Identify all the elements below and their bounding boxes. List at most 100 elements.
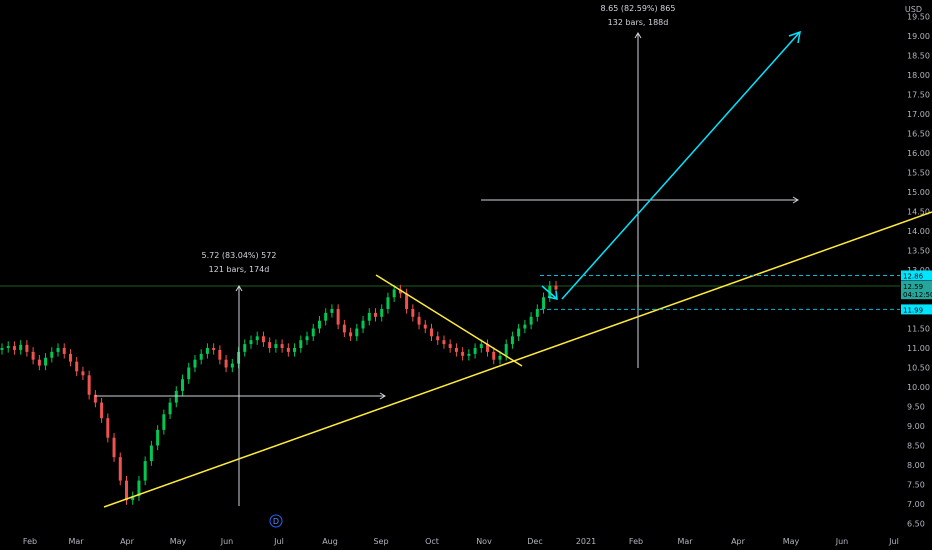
candle-body[interactable] bbox=[504, 344, 508, 356]
candle-body[interactable] bbox=[355, 328, 359, 337]
candle-body[interactable] bbox=[330, 309, 334, 313]
candle-body[interactable] bbox=[0, 348, 4, 350]
candle-body[interactable] bbox=[162, 414, 166, 430]
candle-body[interactable] bbox=[68, 353, 72, 362]
candle-body[interactable] bbox=[492, 351, 496, 360]
candle-body[interactable] bbox=[62, 348, 66, 354]
candle-body[interactable] bbox=[50, 351, 54, 358]
candle-body[interactable] bbox=[392, 289, 396, 298]
candle-body[interactable] bbox=[181, 379, 185, 391]
candle-body[interactable] bbox=[430, 328, 434, 337]
candle-body[interactable] bbox=[342, 324, 346, 333]
candle-body[interactable] bbox=[336, 309, 340, 325]
candle-body[interactable] bbox=[529, 316, 533, 325]
candle-body[interactable] bbox=[212, 348, 216, 350]
candle-body[interactable] bbox=[448, 344, 452, 348]
candle-body[interactable] bbox=[349, 332, 353, 337]
candle-body[interactable] bbox=[454, 348, 458, 352]
candle-body[interactable] bbox=[517, 328, 521, 337]
ascending-trendline[interactable] bbox=[103, 211, 932, 508]
candle-body[interactable] bbox=[311, 328, 315, 337]
dividend-marker[interactable] bbox=[269, 514, 283, 528]
candle-body[interactable] bbox=[81, 371, 85, 376]
candle-body[interactable] bbox=[37, 359, 41, 366]
candle-body[interactable] bbox=[398, 289, 402, 294]
candle-body[interactable] bbox=[261, 336, 265, 343]
candle-body[interactable] bbox=[373, 312, 377, 317]
candle-body[interactable] bbox=[168, 402, 172, 415]
candle-body[interactable] bbox=[380, 309, 384, 317]
candle-body[interactable] bbox=[19, 344, 23, 350]
candle-body[interactable] bbox=[461, 351, 465, 356]
candle-body[interactable] bbox=[187, 367, 191, 380]
candle-body[interactable] bbox=[56, 348, 60, 352]
candle-body[interactable] bbox=[486, 344, 490, 352]
candle-body[interactable] bbox=[442, 340, 446, 345]
candle-body[interactable] bbox=[156, 429, 160, 446]
candle-body[interactable] bbox=[510, 336, 514, 345]
candle-body[interactable] bbox=[149, 445, 153, 462]
candle-body[interactable] bbox=[249, 340, 253, 345]
candle-body[interactable] bbox=[280, 344, 284, 348]
candle-body[interactable] bbox=[386, 297, 390, 309]
candle-body[interactable] bbox=[143, 461, 147, 481]
candle-body[interactable] bbox=[405, 293, 409, 309]
candle-body[interactable] bbox=[205, 348, 209, 354]
candle-body[interactable] bbox=[286, 348, 290, 352]
candle-body[interactable] bbox=[75, 361, 79, 372]
candle-body[interactable] bbox=[473, 348, 477, 354]
candle-body[interactable] bbox=[479, 344, 483, 348]
time-axis[interactable]: Feb Mar Apr May Jun Jul Aug Sep Oct Nov Dec 2021 Feb… bbox=[23, 537, 899, 546]
candle-body[interactable] bbox=[361, 320, 365, 329]
candle-body[interactable] bbox=[411, 309, 415, 317]
candle-body[interactable] bbox=[131, 496, 135, 501]
candle-body[interactable] bbox=[31, 351, 35, 360]
candle-body[interactable] bbox=[542, 297, 546, 309]
candle-body[interactable] bbox=[12, 346, 16, 350]
candles[interactable] bbox=[0, 280, 558, 505]
candle-body[interactable] bbox=[44, 357, 48, 366]
candle-body[interactable] bbox=[467, 353, 471, 356]
candle-body[interactable] bbox=[293, 348, 297, 352]
candle-body[interactable] bbox=[367, 312, 371, 321]
candle-body[interactable] bbox=[93, 394, 97, 403]
candle-body[interactable] bbox=[193, 359, 197, 368]
candle-body[interactable] bbox=[224, 359, 228, 368]
candle-body[interactable] bbox=[6, 346, 10, 348]
candle-body[interactable] bbox=[417, 316, 421, 325]
descending-trendline[interactable] bbox=[375, 274, 523, 367]
candle-body[interactable] bbox=[498, 355, 502, 360]
candle-body[interactable] bbox=[106, 418, 110, 438]
candle-body[interactable] bbox=[436, 336, 440, 341]
candle-body[interactable] bbox=[554, 285, 558, 290]
candle-body[interactable] bbox=[87, 375, 91, 395]
price-axis[interactable]: 6.50 7.00 7.50 8.00 8.50 9.00 9.50 10.00 10.50 11… bbox=[907, 13, 930, 529]
drawings[interactable]: 5.72 (83.04%) 572 121 bars, 174d 8.65 (8… bbox=[95, 4, 932, 508]
candle-body[interactable] bbox=[305, 336, 309, 341]
candle-body[interactable] bbox=[243, 344, 247, 352]
candle-body[interactable] bbox=[423, 324, 427, 329]
candle-body[interactable] bbox=[118, 457, 122, 481]
candle-body[interactable] bbox=[324, 312, 328, 321]
candle-body[interactable] bbox=[137, 480, 141, 497]
candle-body[interactable] bbox=[199, 353, 203, 360]
candle-body[interactable] bbox=[100, 402, 104, 419]
candle-body[interactable] bbox=[299, 340, 303, 348]
candle-body[interactable] bbox=[268, 342, 272, 348]
candle-body[interactable] bbox=[218, 349, 222, 360]
candle-body[interactable] bbox=[548, 285, 552, 298]
time-tick-label: Sep bbox=[373, 537, 388, 546]
candle-body[interactable] bbox=[255, 336, 259, 341]
projection-up[interactable] bbox=[561, 32, 800, 300]
projection-dip[interactable] bbox=[541, 285, 557, 299]
candle-body[interactable] bbox=[124, 480, 128, 501]
candle-body[interactable] bbox=[112, 437, 116, 458]
candle-body[interactable] bbox=[230, 363, 234, 368]
candle-body[interactable] bbox=[535, 309, 539, 317]
candle-body[interactable] bbox=[25, 344, 29, 352]
candle-body[interactable] bbox=[317, 320, 321, 329]
candle-body[interactable] bbox=[174, 390, 178, 403]
candle-body[interactable] bbox=[523, 324, 527, 329]
candle-body[interactable] bbox=[274, 344, 278, 348]
